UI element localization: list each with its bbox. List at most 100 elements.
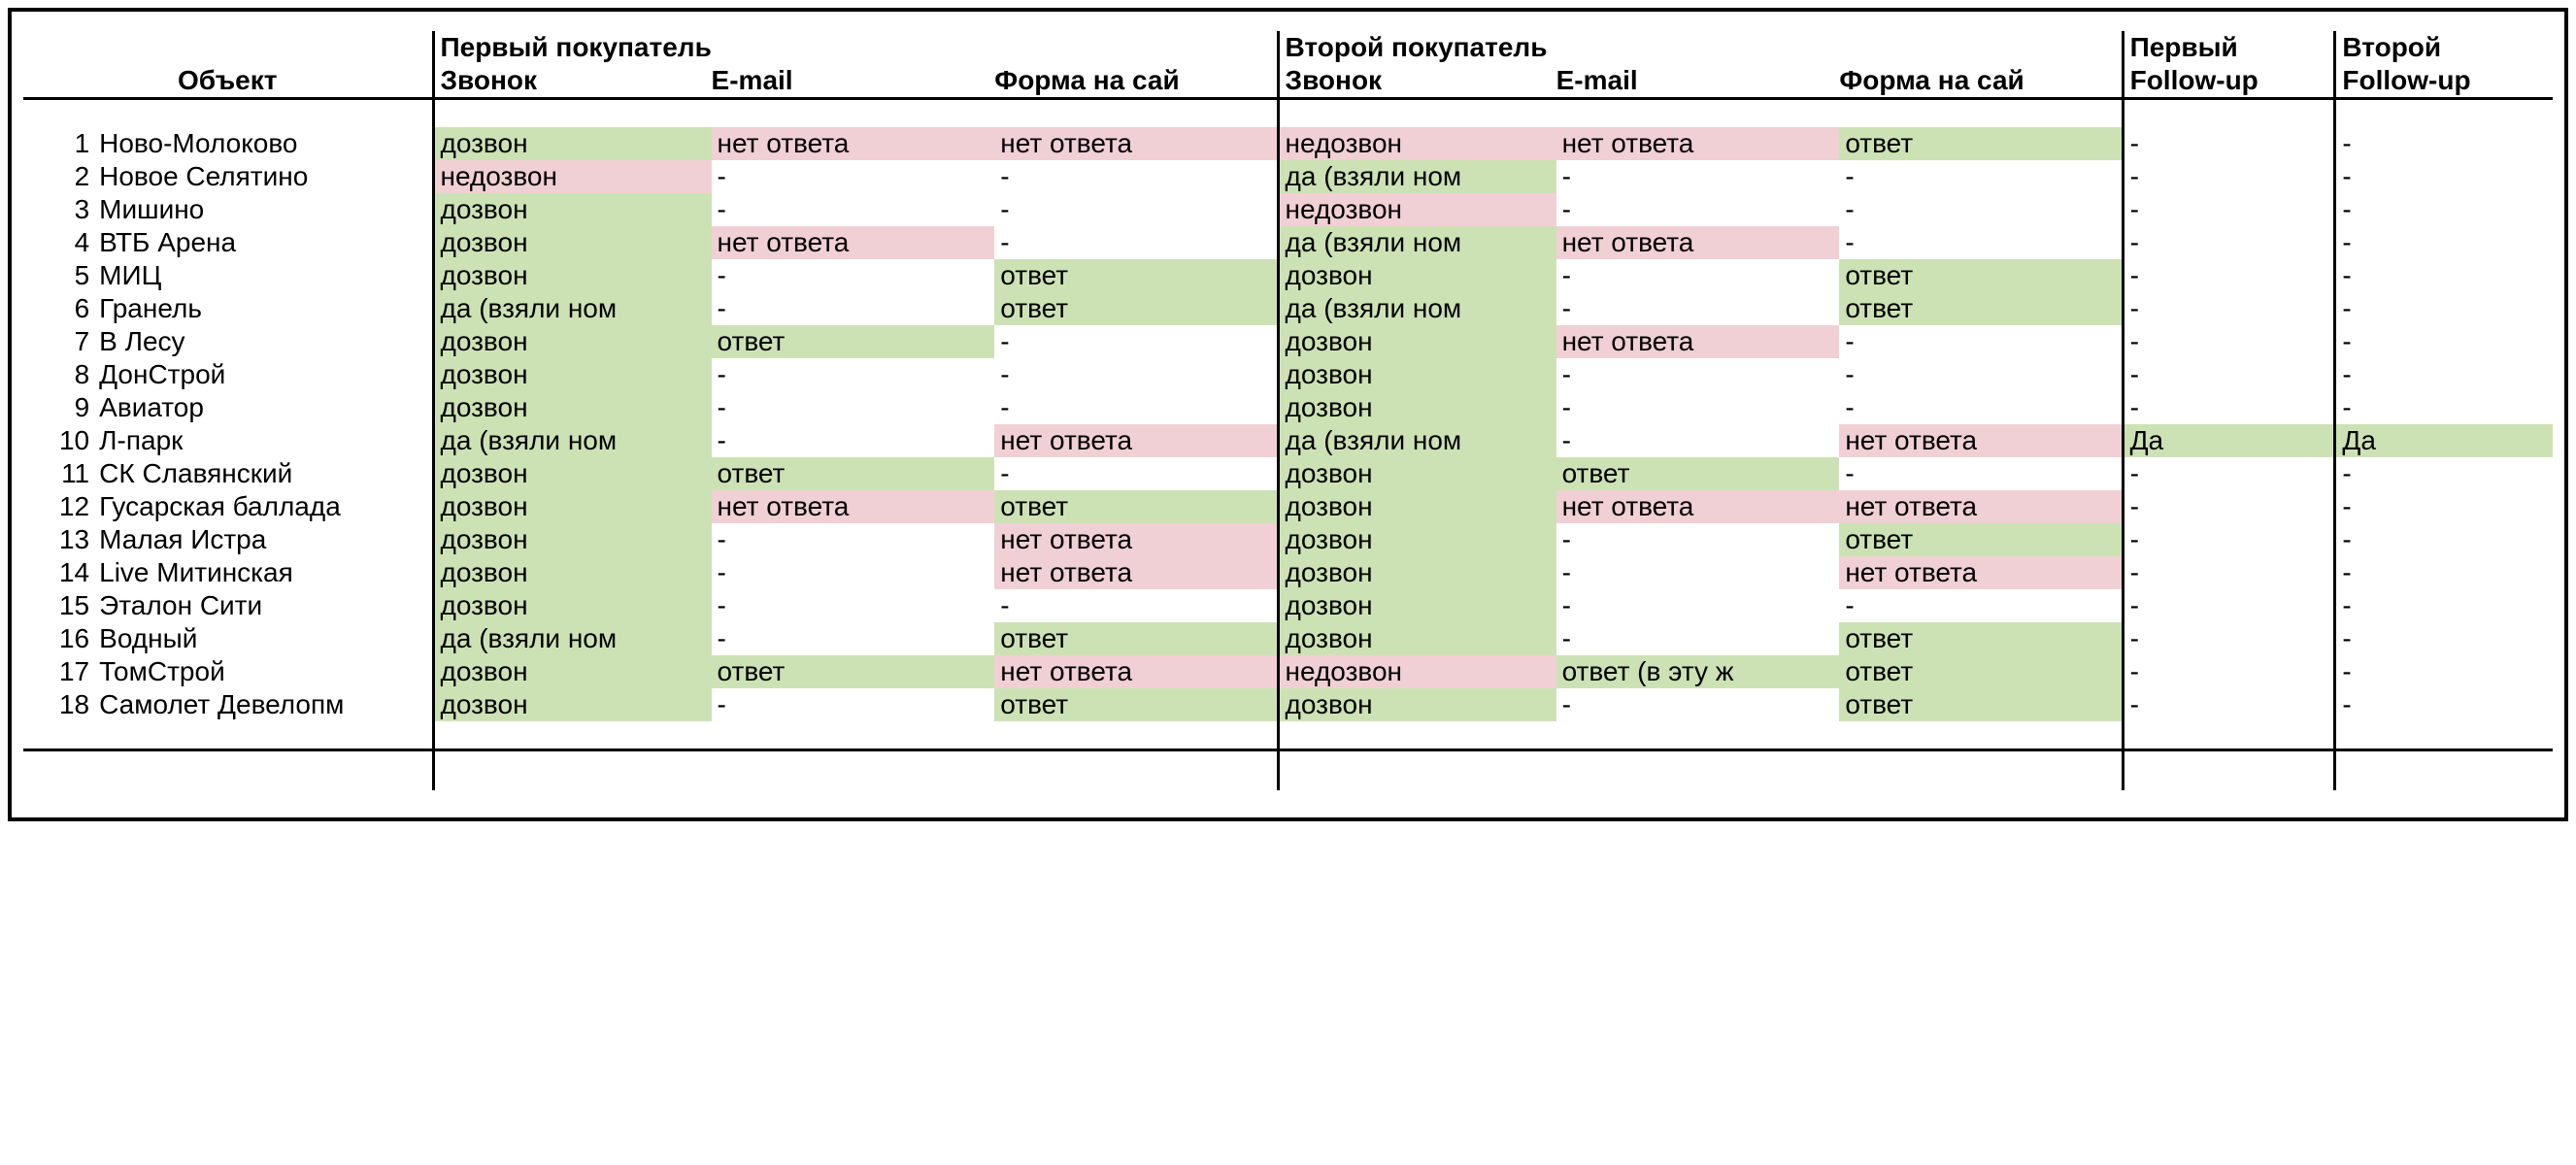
cell: ответ [712, 457, 995, 490]
cell: дозвон [433, 325, 712, 358]
table-row: 9Авиатордозвон--дозвон---- [23, 391, 2553, 424]
header-fu1-top: Первый [2123, 31, 2335, 64]
header-fu1-bot: Follow-up [2123, 64, 2335, 99]
cell: - [712, 556, 995, 589]
header-object: Объект [23, 64, 433, 99]
cell: ответ [1839, 259, 2123, 292]
header-buyer2: Второй покупатель [1278, 31, 2123, 64]
results-table: Первый покупатель Второй покупатель Перв… [23, 31, 2553, 790]
cell: Да [2335, 424, 2553, 457]
header-buyer1: Первый покупатель [433, 31, 1278, 64]
cell: - [2335, 358, 2553, 391]
cell: - [2123, 589, 2335, 622]
object-name: Новое Селятино [99, 160, 433, 193]
cell: - [2335, 160, 2553, 193]
cell: дозвон [433, 688, 712, 721]
cell: - [994, 160, 1278, 193]
cell: - [1839, 193, 2123, 226]
cell: недозвон [1278, 193, 1556, 226]
table-row: 2Новое Селятинонедозвон--да (взяли ном--… [23, 160, 2553, 193]
cell: ответ [712, 655, 995, 688]
cell: нет ответа [994, 556, 1278, 589]
row-number: 3 [23, 193, 99, 226]
cell: - [994, 325, 1278, 358]
cell: ответ [994, 688, 1278, 721]
cell: дозвон [433, 358, 712, 391]
cell: ответ [994, 490, 1278, 523]
cell: нет ответа [712, 226, 995, 259]
table-header: Первый покупатель Второй покупатель Перв… [23, 31, 2553, 99]
cell: дозвон [1278, 325, 1556, 358]
cell: нет ответа [712, 490, 995, 523]
cell: - [712, 688, 995, 721]
cell: - [2335, 259, 2553, 292]
row-number: 2 [23, 160, 99, 193]
cell: - [1556, 622, 1840, 655]
cell: недозвон [1278, 655, 1556, 688]
object-name: Эталон Сити [99, 589, 433, 622]
cell: - [2123, 622, 2335, 655]
cell: - [1839, 589, 2123, 622]
object-name: ТомСтрой [99, 655, 433, 688]
cell: - [2123, 457, 2335, 490]
cell: ответ [1839, 655, 2123, 688]
cell: дозвон [1278, 391, 1556, 424]
table-row: 1Ново-Молоководозвоннет ответанет ответа… [23, 127, 2553, 160]
cell: да (взяли ном [1278, 424, 1556, 457]
row-number: 10 [23, 424, 99, 457]
cell: - [1839, 325, 2123, 358]
row-number: 4 [23, 226, 99, 259]
object-name: Гранель [99, 292, 433, 325]
object-name: МИЦ [99, 259, 433, 292]
cell: - [712, 292, 995, 325]
object-name: Live Митинская [99, 556, 433, 589]
object-name: Водный [99, 622, 433, 655]
header-fu2-top: Второй [2335, 31, 2553, 64]
cell: - [994, 391, 1278, 424]
cell: - [2335, 490, 2553, 523]
cell: ответ [1839, 688, 2123, 721]
object-name: ВТБ Арена [99, 226, 433, 259]
cell: да (взяли ном [433, 622, 712, 655]
cell: нет ответа [1556, 490, 1840, 523]
cell: - [994, 457, 1278, 490]
cell: - [712, 391, 995, 424]
cell: - [2123, 490, 2335, 523]
row-number: 17 [23, 655, 99, 688]
cell: дозвон [1278, 358, 1556, 391]
table-row: 17ТомСтройдозвонответнет ответанедозвоно… [23, 655, 2553, 688]
cell: - [1839, 358, 2123, 391]
cell: ответ [1556, 457, 1840, 490]
cell: - [2123, 193, 2335, 226]
table-row: 8ДонСтройдозвон--дозвон---- [23, 358, 2553, 391]
cell: - [2123, 655, 2335, 688]
object-name: ДонСтрой [99, 358, 433, 391]
cell: - [2335, 325, 2553, 358]
cell: нет ответа [1556, 226, 1840, 259]
cell: - [2123, 292, 2335, 325]
table-row: 4ВТБ Аренадозвоннет ответа-да (взяли ном… [23, 226, 2553, 259]
table-row: 18Самолет Девелопмдозвон-ответдозвон-отв… [23, 688, 2553, 721]
row-number: 13 [23, 523, 99, 556]
cell: - [712, 622, 995, 655]
object-name: Ново-Молоково [99, 127, 433, 160]
cell: нет ответа [1839, 424, 2123, 457]
table-body: 1Ново-Молоководозвоннет ответанет ответа… [23, 99, 2553, 791]
cell: да (взяли ном [433, 292, 712, 325]
cell: - [2335, 457, 2553, 490]
cell: - [712, 259, 995, 292]
spacer-row [23, 721, 2553, 750]
cell: - [2335, 556, 2553, 589]
cell: - [2123, 259, 2335, 292]
cell: - [2123, 556, 2335, 589]
object-name: Л-парк [99, 424, 433, 457]
cell: - [2123, 127, 2335, 160]
bottom-rule [23, 750, 2553, 791]
cell: - [2123, 160, 2335, 193]
cell: - [994, 193, 1278, 226]
cell: - [712, 424, 995, 457]
table-row: 15Эталон Ситидозвон--дозвон---- [23, 589, 2553, 622]
cell: - [2123, 523, 2335, 556]
cell: - [994, 358, 1278, 391]
table-row: 3Мишинодозвон--недозвон---- [23, 193, 2553, 226]
